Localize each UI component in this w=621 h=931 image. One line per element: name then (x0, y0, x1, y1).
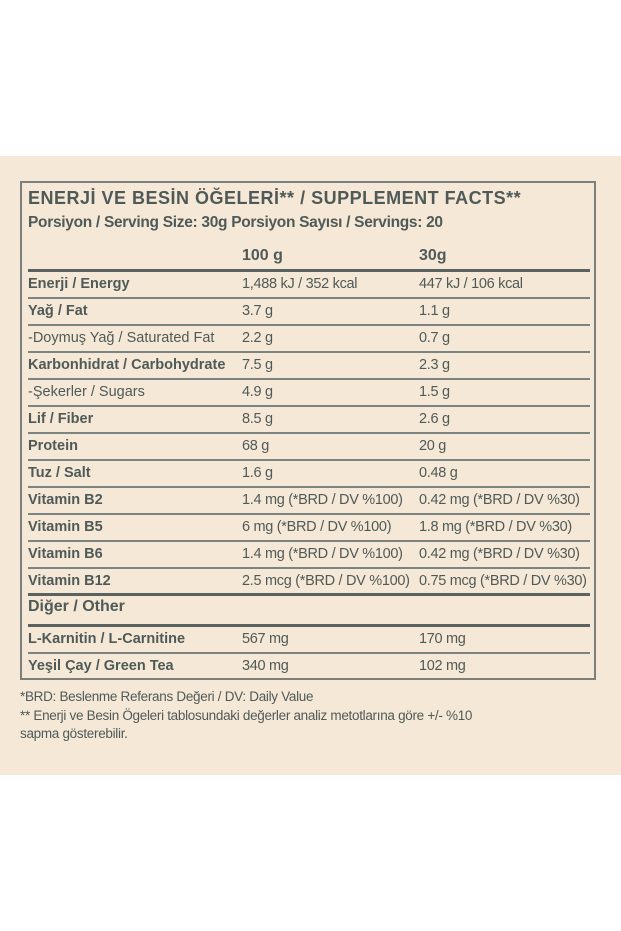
nutrient-label: L-Karnitin / L-Carnitine (28, 631, 186, 647)
value-30g: 0.75 mcg (*BRD / DV %30) (419, 573, 587, 589)
column-header-30g: 30g (419, 247, 447, 264)
value-100g: 3.7 g (242, 303, 273, 319)
value-100g: 1.6 g (242, 465, 273, 481)
table-row-saturated-fat: -Doymuş Yağ / Saturated Fat 2.2 g 0.7 g (28, 325, 590, 351)
footnote-brd: *BRD: Beslenme Referans Değeri / DV: Dai… (20, 689, 314, 704)
value-30g: 0.48 g (419, 465, 458, 481)
value-100g: 7.5 g (242, 357, 273, 373)
nutrient-label: Vitamin B6 (28, 546, 103, 562)
supplement-facts-table-border (20, 181, 596, 680)
section-divider (28, 624, 590, 627)
table-row-energy: Enerji / Energy 1,488 kJ / 352 kcal 447 … (28, 271, 590, 297)
table-row-fiber: Lif / Fiber 8.5 g 2.6 g (28, 406, 590, 432)
row-divider (28, 486, 590, 488)
value-100g: 1.4 mg (*BRD / DV %100) (242, 492, 403, 508)
table-row-vitamin-b5: Vitamin B5 6 mg (*BRD / DV %100) 1.8 mg … (28, 514, 590, 540)
header-divider (28, 269, 590, 272)
nutrient-label: Yağ / Fat (28, 303, 88, 319)
table-row-vitamin-b6: Vitamin B6 1.4 mg (*BRD / DV %100) 0.42 … (28, 541, 590, 567)
nutrient-label: Tuz / Salt (28, 465, 91, 481)
value-100g: 6 mg (*BRD / DV %100) (242, 519, 392, 535)
row-divider (28, 297, 590, 299)
table-row-vitamin-b12: Vitamin B12 2.5 mcg (*BRD / DV %100) 0.7… (28, 568, 590, 594)
row-divider (28, 378, 590, 380)
row-divider (28, 324, 590, 326)
row-divider (28, 432, 590, 434)
row-divider (28, 652, 590, 654)
table-row-fat: Yağ / Fat 3.7 g 1.1 g (28, 298, 590, 324)
value-30g: 447 kJ / 106 kcal (419, 276, 523, 292)
nutrient-label: Protein (28, 438, 78, 454)
other-section-heading: Diğer / Other (28, 598, 125, 615)
nutrient-label: Enerji / Energy (28, 276, 130, 292)
nutrient-label: -Şekerler / Sugars (28, 384, 145, 400)
value-100g: 2.2 g (242, 330, 273, 346)
value-30g: 0.42 mg (*BRD / DV %30) (419, 492, 580, 508)
value-100g: 8.5 g (242, 411, 273, 427)
row-divider (28, 540, 590, 542)
table-row-l-carnitine: L-Karnitin / L-Carnitine 567 mg 170 mg (28, 626, 590, 652)
row-divider (28, 567, 590, 569)
column-header-100g: 100 g (242, 247, 283, 264)
value-30g: 2.3 g (419, 357, 450, 373)
row-divider (28, 459, 590, 461)
supplement-facts-panel (0, 156, 621, 775)
nutrient-label: Karbonhidrat / Carbohydrate (28, 357, 226, 373)
value-30g: 102 mg (419, 658, 466, 674)
nutrient-label: Vitamin B2 (28, 492, 103, 508)
table-row-sugars: -Şekerler / Sugars 4.9 g 1.5 g (28, 379, 590, 405)
row-divider (28, 513, 590, 515)
table-row-salt: Tuz / Salt 1.6 g 0.48 g (28, 460, 590, 486)
value-30g: 1.1 g (419, 303, 450, 319)
value-100g: 1.4 mg (*BRD / DV %100) (242, 546, 403, 562)
table-title: ENERJİ VE BESİN ÖĞELERİ** / SUPPLEMENT F… (28, 188, 522, 208)
value-30g: 0.7 g (419, 330, 450, 346)
nutrient-label: Vitamin B12 (28, 573, 111, 589)
value-100g: 1,488 kJ / 352 kcal (242, 276, 358, 292)
nutrient-label: Yeşil Çay / Green Tea (28, 658, 174, 674)
table-row-carbohydrate: Karbonhidrat / Carbohydrate 7.5 g 2.3 g (28, 352, 590, 378)
row-divider (28, 405, 590, 407)
section-divider (28, 593, 590, 596)
serving-info: Porsiyon / Serving Size: 30g Porsiyon Sa… (28, 214, 443, 231)
value-30g: 2.6 g (419, 411, 450, 427)
table-row-protein: Protein 68 g 20 g (28, 433, 590, 459)
value-30g: 0.42 mg (*BRD / DV %30) (419, 546, 580, 562)
value-100g: 2.5 mcg (*BRD / DV %100) (242, 573, 410, 589)
footnote-variance: ** Enerji ve Besin Ögeleri tablosundaki … (20, 708, 473, 723)
table-row-green-tea: Yeşil Çay / Green Tea 340 mg 102 mg (28, 653, 590, 679)
nutrient-label: Vitamin B5 (28, 519, 103, 535)
value-100g: 4.9 g (242, 384, 273, 400)
value-100g: 567 mg (242, 631, 289, 647)
value-30g: 1.8 mg (*BRD / DV %30) (419, 519, 572, 535)
value-30g: 170 mg (419, 631, 466, 647)
value-30g: 1.5 g (419, 384, 450, 400)
footnote-variance-cont: sapma gösterebilir. (20, 726, 128, 741)
nutrient-label: Lif / Fiber (28, 411, 94, 427)
value-100g: 68 g (242, 438, 270, 454)
value-30g: 20 g (419, 438, 447, 454)
nutrient-label: -Doymuş Yağ / Saturated Fat (28, 330, 215, 346)
row-divider (28, 351, 590, 353)
table-row-vitamin-b2: Vitamin B2 1.4 mg (*BRD / DV %100) 0.42 … (28, 487, 590, 513)
value-100g: 340 mg (242, 658, 289, 674)
